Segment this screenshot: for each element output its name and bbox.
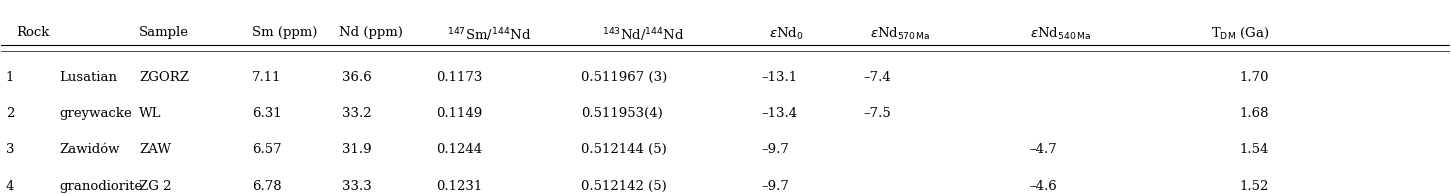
Text: 1.70: 1.70 bbox=[1239, 71, 1270, 84]
Text: 0.1173: 0.1173 bbox=[435, 71, 482, 84]
Text: 1.52: 1.52 bbox=[1239, 180, 1270, 193]
Text: 6.31: 6.31 bbox=[252, 107, 281, 120]
Text: 0.1149: 0.1149 bbox=[435, 107, 482, 120]
Text: Sm (ppm): Sm (ppm) bbox=[252, 26, 318, 39]
Text: 0.512144 (5): 0.512144 (5) bbox=[580, 143, 666, 156]
Text: $^{143}$Nd/$^{144}$Nd: $^{143}$Nd/$^{144}$Nd bbox=[602, 26, 685, 44]
Text: –7.5: –7.5 bbox=[863, 107, 891, 120]
Text: 7.11: 7.11 bbox=[252, 71, 281, 84]
Text: 33.2: 33.2 bbox=[342, 107, 371, 120]
Text: 0.511967 (3): 0.511967 (3) bbox=[580, 71, 667, 84]
Text: T$_{\mathrm{DM}}$ (Ga): T$_{\mathrm{DM}}$ (Ga) bbox=[1210, 26, 1270, 42]
Text: –7.4: –7.4 bbox=[863, 71, 891, 84]
Text: –9.7: –9.7 bbox=[762, 143, 789, 156]
Text: WL: WL bbox=[139, 107, 161, 120]
Text: –4.7: –4.7 bbox=[1030, 143, 1058, 156]
Text: $\varepsilon$Nd$_{540\,\mathrm{Ma}}$: $\varepsilon$Nd$_{540\,\mathrm{Ma}}$ bbox=[1030, 26, 1091, 42]
Text: 31.9: 31.9 bbox=[342, 143, 371, 156]
Text: Zawidów: Zawidów bbox=[59, 143, 120, 156]
Text: 1.68: 1.68 bbox=[1239, 107, 1270, 120]
Text: 1: 1 bbox=[6, 71, 15, 84]
Text: 0.1231: 0.1231 bbox=[435, 180, 482, 193]
Text: 6.57: 6.57 bbox=[252, 143, 281, 156]
Text: 0.1244: 0.1244 bbox=[435, 143, 482, 156]
Text: 2: 2 bbox=[6, 107, 15, 120]
Text: –9.7: –9.7 bbox=[762, 180, 789, 193]
Text: 33.3: 33.3 bbox=[342, 180, 371, 193]
Text: granodiorite: granodiorite bbox=[59, 180, 142, 193]
Text: greywacke: greywacke bbox=[59, 107, 132, 120]
Text: 0.512142 (5): 0.512142 (5) bbox=[580, 180, 666, 193]
Text: ZAW: ZAW bbox=[139, 143, 171, 156]
Text: 3: 3 bbox=[6, 143, 15, 156]
Text: Sample: Sample bbox=[139, 26, 189, 39]
Text: 36.6: 36.6 bbox=[342, 71, 371, 84]
Text: 4: 4 bbox=[6, 180, 15, 193]
Text: –4.6: –4.6 bbox=[1030, 180, 1058, 193]
Text: Lusatian: Lusatian bbox=[59, 71, 118, 84]
Text: Nd (ppm): Nd (ppm) bbox=[340, 26, 403, 39]
Text: ZGORZ: ZGORZ bbox=[139, 71, 189, 84]
Text: Rock: Rock bbox=[16, 26, 49, 39]
Text: –13.1: –13.1 bbox=[762, 71, 798, 84]
Text: 0.511953(4): 0.511953(4) bbox=[580, 107, 663, 120]
Text: ZG 2: ZG 2 bbox=[139, 180, 171, 193]
Text: $\varepsilon$Nd$_{570\,\mathrm{Ma}}$: $\varepsilon$Nd$_{570\,\mathrm{Ma}}$ bbox=[871, 26, 932, 42]
Text: 1.54: 1.54 bbox=[1239, 143, 1270, 156]
Text: –13.4: –13.4 bbox=[762, 107, 798, 120]
Text: $^{147}$Sm/$^{144}$Nd: $^{147}$Sm/$^{144}$Nd bbox=[447, 26, 531, 44]
Text: 6.78: 6.78 bbox=[252, 180, 281, 193]
Text: $\varepsilon$Nd$_0$: $\varepsilon$Nd$_0$ bbox=[769, 26, 804, 42]
